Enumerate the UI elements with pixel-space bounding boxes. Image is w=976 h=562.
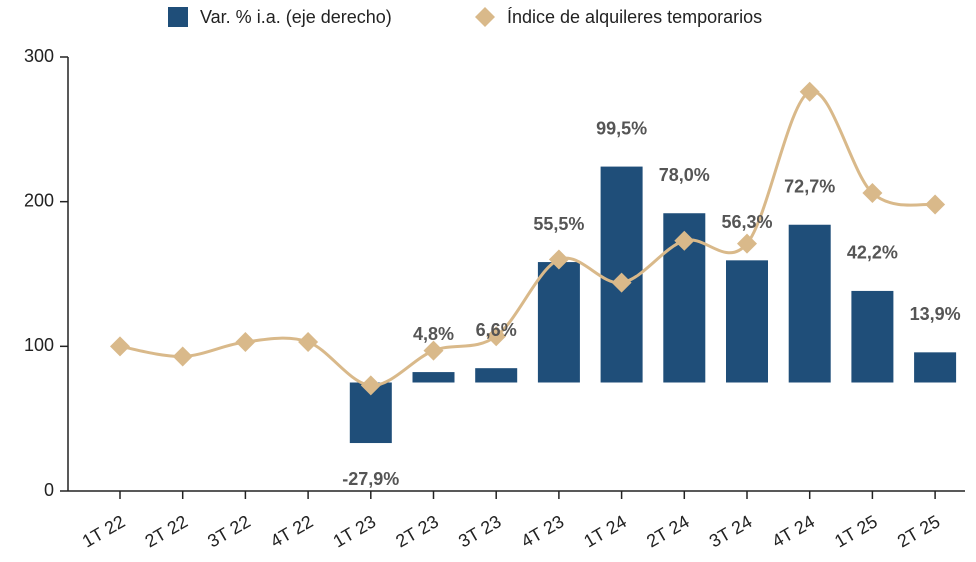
bar-value-label: -27,9% (342, 469, 399, 489)
y-tick-label: 0 (44, 480, 54, 500)
bar (851, 290, 894, 383)
y-tick-label: 300 (24, 46, 54, 66)
bar (726, 260, 768, 383)
line-marker (737, 233, 757, 254)
bar (537, 262, 580, 383)
legend-label: Var. % i.a. (eje derecho) (200, 7, 392, 27)
x-tick-label: 3T 23 (455, 511, 505, 551)
x-tick-label: 1T 22 (79, 511, 129, 551)
line-marker (611, 272, 632, 293)
bar-value-label: 55,5% (533, 214, 584, 234)
x-tick-label: 1T 24 (580, 511, 630, 551)
x-tick-label: 2T 23 (392, 511, 442, 551)
bar (914, 352, 957, 383)
line-marker (110, 336, 130, 357)
y-tick-label: 200 (24, 190, 54, 210)
line-marker (799, 81, 820, 102)
x-tick-label: 3T 24 (706, 511, 756, 551)
bar-value-label: 56,3% (721, 212, 772, 232)
x-tick-label: 2T 25 (894, 511, 944, 551)
x-tick-label: 2T 22 (141, 511, 191, 551)
line-marker (862, 182, 883, 203)
bar-value-label: 6,6% (476, 320, 517, 340)
line-marker (548, 249, 569, 270)
bar (475, 368, 518, 383)
bar-value-label: 72,7% (784, 176, 835, 196)
line-marker (298, 331, 319, 352)
bar-value-label: 4,8% (413, 324, 454, 344)
bar-value-label: 13,9% (910, 304, 961, 324)
bar-value-label: 42,2% (847, 243, 898, 263)
bar (412, 372, 455, 383)
x-tick-label: 3T 22 (204, 511, 254, 551)
x-tick-label: 4T 24 (768, 511, 818, 551)
line-marker (925, 194, 946, 215)
line-marker (360, 375, 381, 396)
legend-label: Índice de alquileres temporarios (507, 7, 762, 27)
line-marker (423, 340, 444, 361)
line-marker (235, 331, 256, 352)
x-tick-label: 4T 23 (518, 511, 568, 551)
line-marker (674, 230, 695, 251)
bar-value-label: 99,5% (596, 118, 647, 138)
line-marker (172, 346, 193, 367)
legend-swatch (168, 7, 188, 27)
x-tick-label: 1T 23 (330, 511, 380, 551)
line-marker (486, 326, 507, 347)
bar-value-label: 78,0% (659, 165, 710, 185)
y-tick-label: 100 (24, 335, 54, 355)
x-tick-label: 4T 22 (267, 511, 317, 551)
bar (788, 224, 831, 383)
x-tick-label: 2T 24 (643, 511, 693, 551)
legend-swatch (475, 7, 495, 27)
x-tick-label: 1T 25 (831, 511, 881, 551)
